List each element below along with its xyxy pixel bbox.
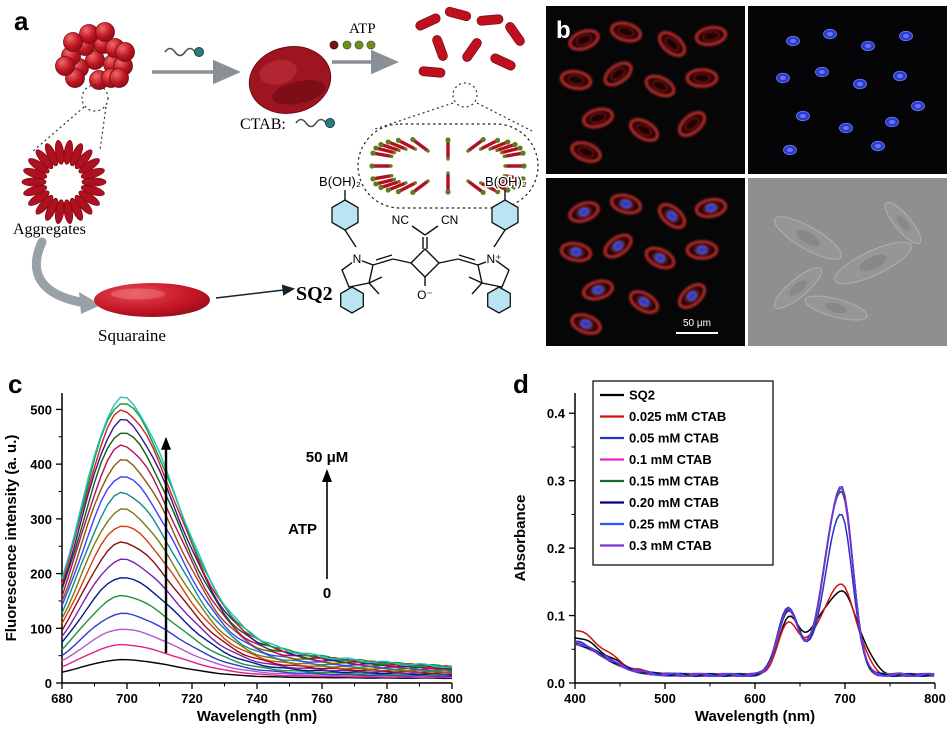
panel-c-label: c [8, 369, 22, 399]
nitrile-right-label: CN [441, 213, 458, 227]
n-right-label: N⁺ [487, 252, 502, 266]
annotation-mid-label: ATP [288, 521, 317, 538]
panel-a-label: a [14, 6, 29, 36]
svg-text:0.0: 0.0 [547, 676, 565, 691]
svg-text:500: 500 [654, 691, 676, 706]
svg-text:0.05 mM CTAB: 0.05 mM CTAB [629, 431, 719, 446]
atp-label: ATP [349, 21, 376, 37]
svg-text:700: 700 [834, 691, 856, 706]
svg-text:400: 400 [30, 457, 52, 472]
svg-text:500: 500 [30, 402, 52, 417]
svg-text:800: 800 [441, 691, 463, 706]
panel-d-chart: 400 500 600 700 800 0.0 0.1 0.2 0.3 0.4 Wavelength… [512, 369, 946, 725]
svg-text:0.20 mM CTAB: 0.20 mM CTAB [629, 495, 719, 510]
svg-text:400: 400 [564, 691, 586, 706]
aggregates-label: Aggregates [13, 221, 86, 238]
svg-text:Wavelength (nm): Wavelength (nm) [197, 708, 317, 725]
svg-text:0.025 mM CTAB: 0.025 mM CTAB [629, 409, 726, 424]
atp-annotation-arrowhead [322, 469, 332, 482]
squaraine-label: Squaraine [98, 326, 166, 345]
svg-text:200: 200 [30, 567, 52, 582]
ctab-label: CTAB: [240, 116, 286, 133]
annotation-bottom-label: 0 [323, 585, 331, 602]
nitrile-left-label: NC [392, 213, 410, 227]
panel-c-chart: 680 700 720 740 760 780 800 0 100 200 300 400 500 Wav… [3, 369, 463, 725]
svg-text:700: 700 [116, 691, 138, 706]
annotation-top-label: 50 μM [306, 449, 349, 466]
legend-box [592, 380, 774, 566]
svg-text:0.1: 0.1 [547, 609, 565, 624]
n-left-label: N [353, 252, 362, 266]
svg-text:780: 780 [376, 691, 398, 706]
svg-text:Absorbance: Absorbance [512, 495, 529, 582]
boronic-acid-left-label: B(OH)₂ [319, 174, 361, 189]
svg-text:Wavelength (nm): Wavelength (nm) [695, 708, 815, 725]
panel-b-microscopy: b 50 μm [546, 6, 947, 346]
svg-text:800: 800 [924, 691, 946, 706]
svg-text:0.15 mM CTAB: 0.15 mM CTAB [629, 474, 719, 489]
o-minus-label: O⁻ [417, 288, 433, 302]
sq2-label: SQ2 [296, 283, 333, 305]
svg-text:0.3 mM CTAB: 0.3 mM CTAB [629, 538, 712, 553]
panel-b-artwork [546, 6, 947, 346]
svg-text:0.3: 0.3 [547, 474, 565, 489]
svg-text:0.4: 0.4 [547, 406, 566, 421]
svg-text:760: 760 [311, 691, 333, 706]
svg-text:0.2: 0.2 [547, 541, 565, 556]
svg-text:600: 600 [744, 691, 766, 706]
svg-text:720: 720 [181, 691, 203, 706]
svg-text:300: 300 [30, 512, 52, 527]
panel-c-plot: 680 700 720 740 760 780 800 0 100 200 300 400 500 Wav… [3, 393, 463, 725]
svg-text:740: 740 [246, 691, 268, 706]
svg-text:0.1 mM CTAB: 0.1 mM CTAB [629, 452, 712, 467]
panel-d-label: d [513, 369, 529, 399]
boronic-acid-right-label: B(OH)₂ [485, 174, 527, 189]
panel-a-artwork [21, 6, 539, 317]
svg-text:0: 0 [45, 676, 52, 691]
svg-text:0.25 mM CTAB: 0.25 mM CTAB [629, 517, 719, 532]
svg-text:100: 100 [30, 621, 52, 636]
svg-text:680: 680 [51, 691, 73, 706]
scale-bar-label: 50 μm [683, 318, 711, 329]
svg-text:SQ2: SQ2 [629, 388, 655, 403]
svg-text:Fluorescence intensity (a. u.): Fluorescence intensity (a. u.) [3, 435, 20, 642]
panel-b-label: b [556, 17, 571, 44]
panel-a-schematic: a Aggregates CTAB: ATP Squaraine SQ2 B(O… [13, 6, 539, 345]
panel-d-plot: 400 500 600 700 800 0.0 0.1 0.2 0.3 0.4 Wavelength… [512, 380, 946, 725]
